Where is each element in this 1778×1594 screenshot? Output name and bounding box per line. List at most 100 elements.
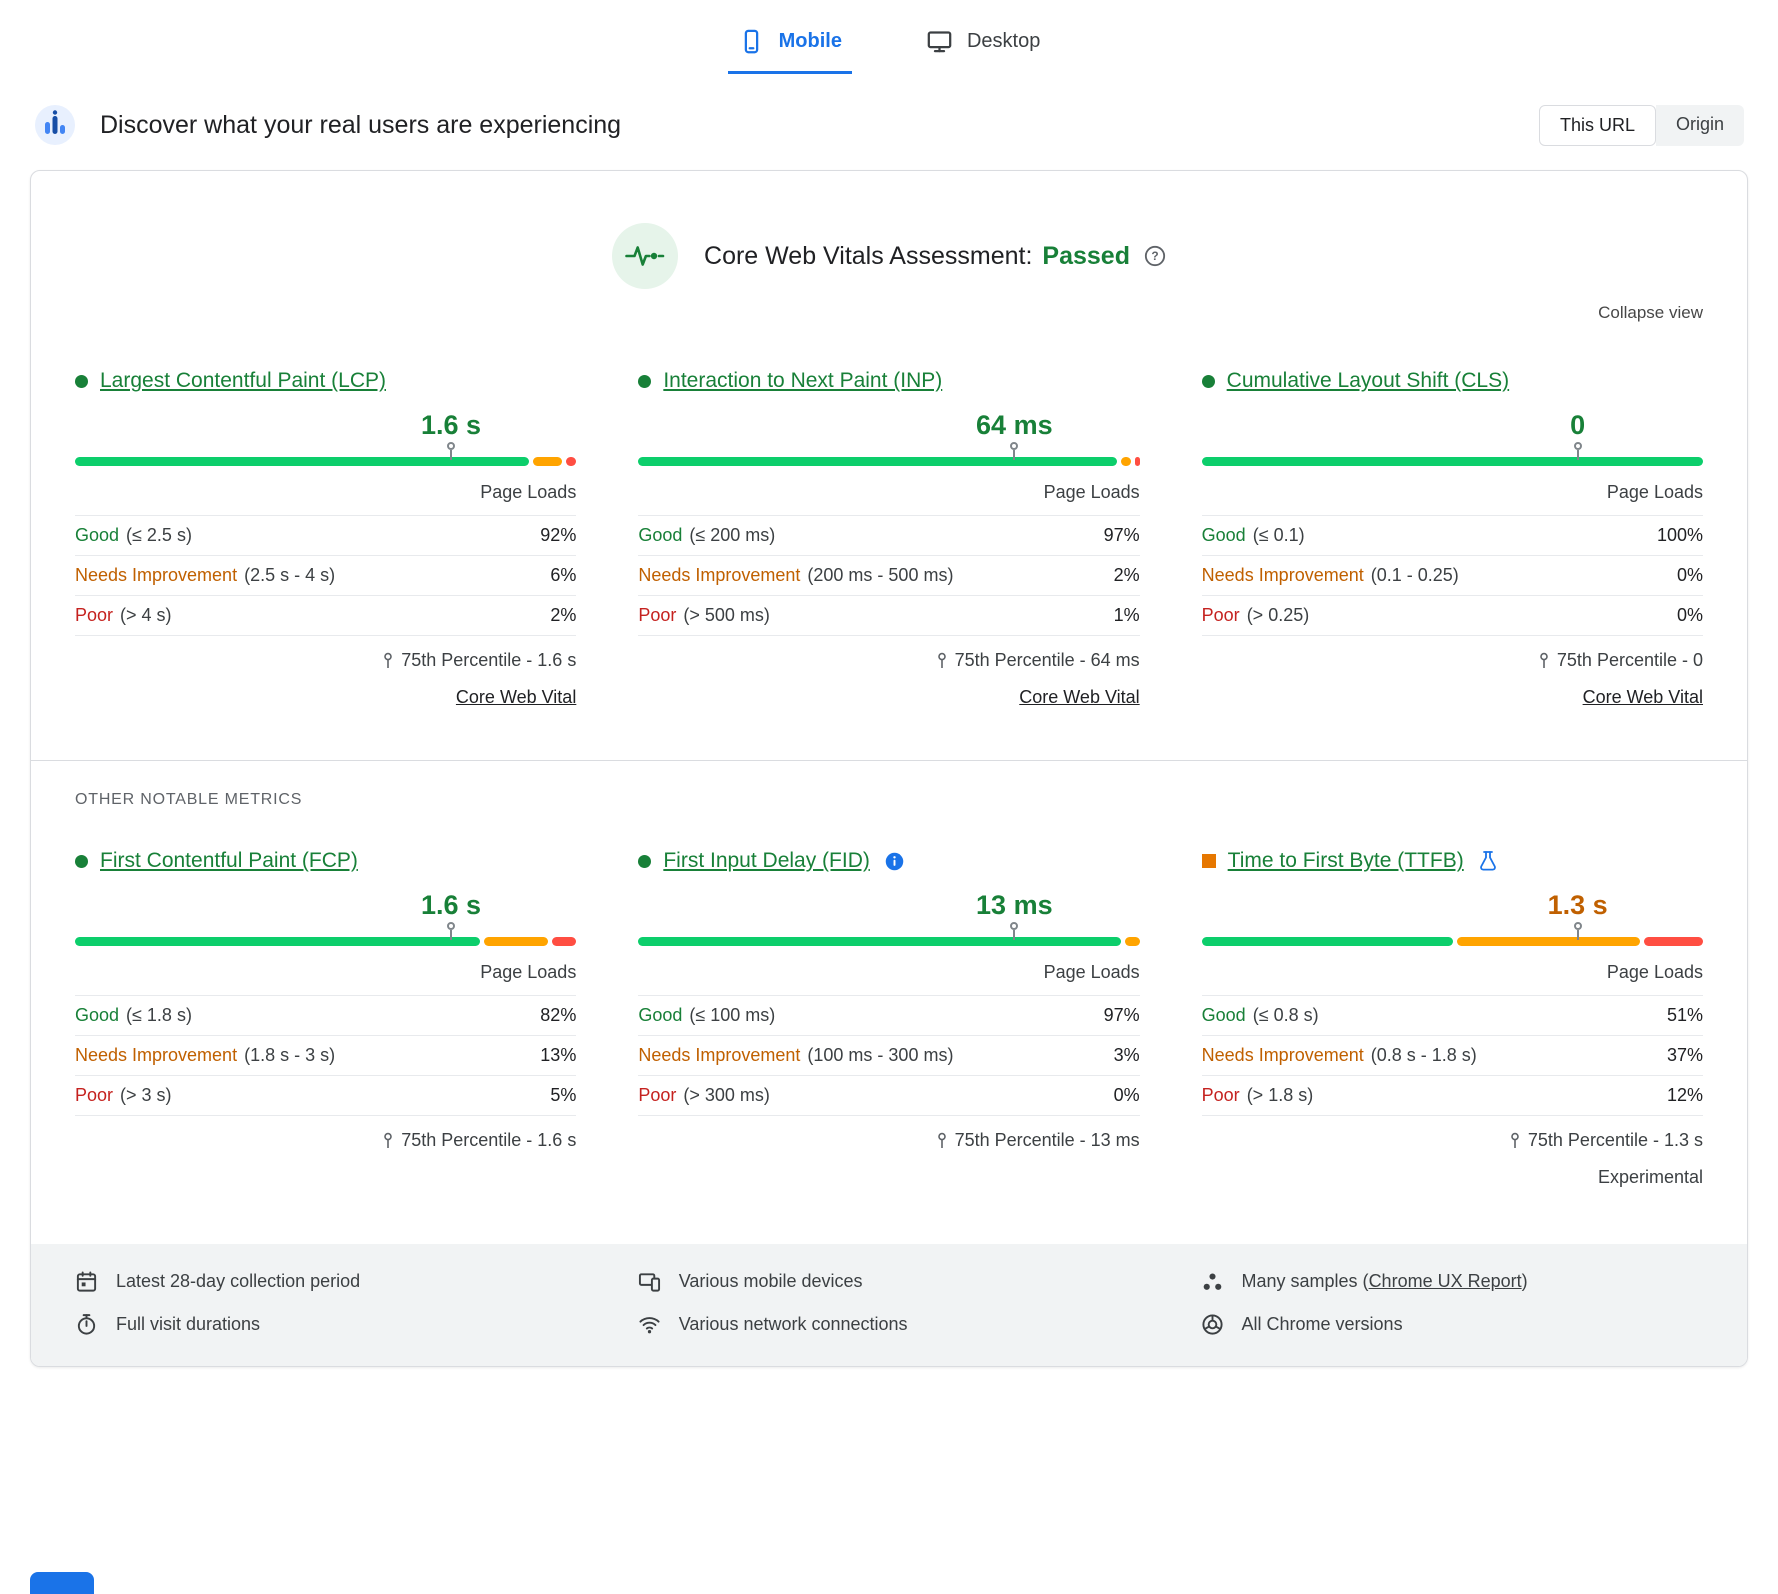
percentile-marker [446, 442, 455, 460]
page-loads-label: Page Loads [638, 466, 1140, 516]
good-row: Good (≤ 0.1) 100% [1201, 516, 1703, 556]
page-loads-label: Page Loads [75, 466, 577, 516]
good-segment [75, 937, 480, 946]
timer-icon [77, 1314, 96, 1335]
poor-segment [551, 937, 577, 946]
device-tabs: Mobile Desktop [0, 0, 1778, 74]
metric-card-inp: Interaction to Next Paint (INP) 64 ms Pa… [638, 369, 1140, 708]
origin-button[interactable]: Origin [1655, 104, 1744, 146]
metric-link-lcp[interactable]: Largest Contentful Paint (LCP) [100, 369, 386, 392]
core-web-vital-link[interactable]: Core Web Vital [455, 687, 577, 707]
good-status-dot [638, 374, 652, 388]
url-origin-toggle: This URL Origin [1538, 104, 1744, 146]
good-status-dot [75, 854, 88, 868]
metric-value: 1.3 s [1547, 890, 1608, 920]
distribution-bar [1201, 442, 1703, 466]
pin-icon [937, 1132, 946, 1148]
distribution-bar [1201, 922, 1703, 946]
devices-item: Various mobile devices [638, 1270, 1201, 1293]
experimental-label: Experimental [1597, 1167, 1703, 1187]
percentile-marker [446, 922, 455, 940]
poor-row: Poor (> 4 s) 2% [75, 596, 577, 636]
core-web-vital-link[interactable]: Core Web Vital [1582, 687, 1703, 707]
needs-improvement-row: Needs Improvement (0.8 s - 1.8 s) 37% [1201, 1036, 1703, 1076]
good-row: Good (≤ 1.8 s) 82% [75, 996, 577, 1036]
page-loads-label: Page Loads [638, 946, 1140, 996]
metric-link-inp[interactable]: Interaction to Next Paint (INP) [663, 369, 943, 392]
tab-desktop-label: Desktop [966, 30, 1041, 52]
page-title: Discover what your real users are experi… [100, 110, 622, 139]
poor-row: Poor (> 300 ms) 0% [638, 1076, 1140, 1116]
this-url-button[interactable]: This URL [1538, 104, 1656, 146]
good-row: Good (≤ 200 ms) 97% [638, 516, 1140, 556]
poor-row: Poor (> 1.8 s) 12% [1201, 1076, 1703, 1116]
metric-link-fcp[interactable]: First Contentful Paint (FCP) [100, 849, 358, 872]
needs-improvement-row: Needs Improvement (2.5 s - 4 s) 6% [75, 556, 577, 596]
metric-card-lcp: Largest Contentful Paint (LCP) 1.6 s Pag… [75, 369, 577, 708]
collection-period-item: Latest 28-day collection period [75, 1270, 638, 1293]
tab-mobile[interactable]: Mobile [727, 22, 852, 74]
good-segment [75, 457, 529, 466]
needs-improvement-row: Needs Improvement (100 ms - 300 ms) 3% [638, 1036, 1140, 1076]
percentile-row: 75th Percentile - 1.6 s [75, 636, 576, 675]
needs-improvement-segment [1457, 937, 1640, 946]
samples-icon [1203, 1273, 1221, 1290]
percentile-row: 75th Percentile - 0 [1202, 636, 1703, 675]
metric-link-fid[interactable]: First Input Delay (FID) [663, 849, 870, 872]
metric-value: 13 ms [976, 890, 1053, 920]
metric-card-cls: Cumulative Layout Shift (CLS) 0 Page Loa… [1201, 369, 1703, 708]
poor-row: Poor (> 3 s) 5% [75, 1076, 577, 1116]
collapse-view-link[interactable]: Collapse view [1598, 303, 1703, 322]
poor-segment [1643, 937, 1703, 946]
percentile-marker [1010, 442, 1019, 460]
needs-improvement-segment [483, 937, 548, 946]
metric-value: 64 ms [976, 410, 1053, 440]
pin-icon [384, 1132, 393, 1148]
needs-improvement-row: Needs Improvement (1.8 s - 3 s) 13% [75, 1036, 577, 1076]
field-data-card: Core Web Vitals Assessment: Passed ? Col… [30, 170, 1748, 1367]
svg-text:?: ? [1151, 249, 1158, 263]
good-segment [638, 457, 1117, 466]
metric-value: 1.6 s [420, 890, 482, 920]
metric-link-ttfb[interactable]: Time to First Byte (TTFB) [1227, 849, 1464, 872]
metric-card-ttfb: Time to First Byte (TTFB) 1.3 s Page Loa… [1201, 849, 1703, 1188]
chrome-icon [1201, 1314, 1223, 1335]
percentile-row: 75th Percentile - 1.3 s [1202, 1116, 1703, 1155]
pin-icon [937, 652, 946, 668]
good-row: Good (≤ 0.8 s) 51% [1201, 996, 1703, 1036]
experimental-flask-icon[interactable] [1478, 850, 1498, 872]
needs-improvement-row: Needs Improvement (0.1 - 0.25) 0% [1201, 556, 1703, 596]
samples-item: Many samples (Chrome UX Report) [1201, 1270, 1703, 1293]
collection-info-footer: Latest 28-day collection period Various … [31, 1244, 1747, 1366]
core-web-vital-link[interactable]: Core Web Vital [1019, 687, 1140, 707]
good-segment [1201, 937, 1454, 946]
poor-segment [1134, 457, 1140, 466]
page-loads-label: Page Loads [1201, 466, 1703, 516]
good-segment [638, 937, 1121, 946]
section-divider [31, 760, 1747, 761]
metric-link-cls[interactable]: Cumulative Layout Shift (CLS) [1226, 369, 1510, 392]
poor-row: Poor (> 500 ms) 1% [638, 596, 1140, 636]
page-loads-label: Page Loads [75, 946, 577, 996]
info-icon[interactable] [884, 851, 905, 872]
metric-card-fcp: First Contentful Paint (FCP) 1.6 s Page … [75, 849, 577, 1188]
percentile-marker [1573, 922, 1582, 940]
needs-improvement-segment [1124, 937, 1140, 946]
percentile-row: 75th Percentile - 1.6 s [75, 1116, 576, 1155]
cwv-assessment: Core Web Vitals Assessment: Passed ? [31, 171, 1747, 289]
help-icon[interactable]: ? [1144, 245, 1166, 267]
tab-desktop[interactable]: Desktop [916, 22, 1050, 74]
needs-improvement-row: Needs Improvement (200 ms - 500 ms) 2% [638, 556, 1140, 596]
percentile-row: 75th Percentile - 64 ms [638, 636, 1140, 675]
good-row: Good (≤ 2.5 s) 92% [75, 516, 577, 556]
metric-value: 0 [1570, 410, 1586, 440]
pin-icon [1511, 1132, 1519, 1148]
chrome-ux-report-link[interactable]: Chrome UX Report [1368, 1271, 1522, 1291]
tab-mobile-label: Mobile [778, 30, 842, 52]
percentile-marker [1573, 442, 1582, 460]
other-metrics-heading: OTHER NOTABLE METRICS [75, 791, 303, 808]
poor-row: Poor (> 0.25) 0% [1201, 596, 1703, 636]
good-row: Good (≤ 100 ms) 97% [638, 996, 1140, 1036]
chrome-versions-item: All Chrome versions [1201, 1313, 1703, 1336]
core-metrics-grid: Largest Contentful Paint (LCP) 1.6 s Pag… [31, 323, 1747, 708]
